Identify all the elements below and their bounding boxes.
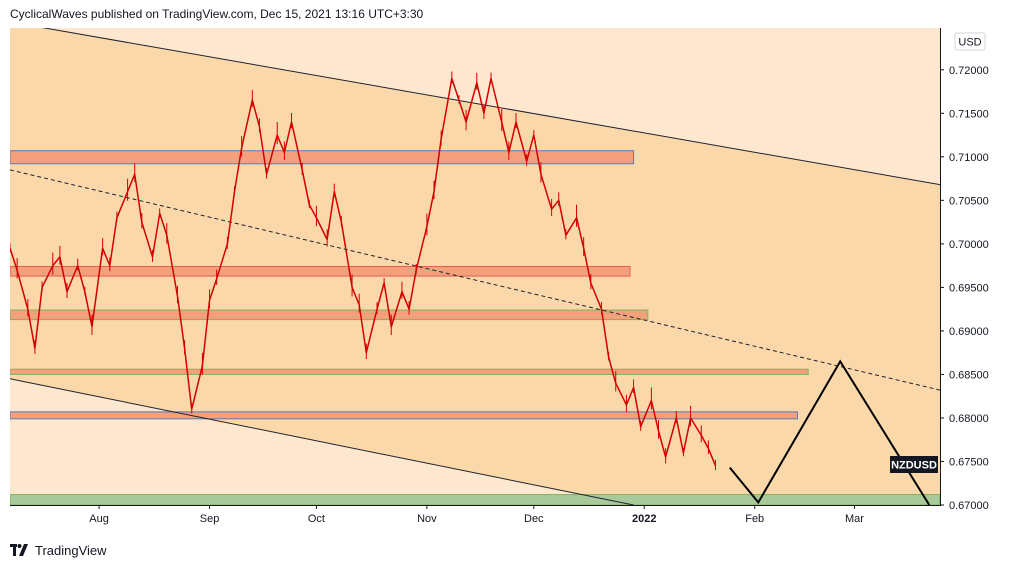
zone-5[interactable] [10,494,940,505]
zone-1[interactable] [10,266,631,277]
publish-header: CyclicalWaves published on TradingView.c… [10,7,424,21]
price-tick-label: 0.70500 [949,195,989,207]
price-tick-label: 0.71000 [949,152,989,164]
price-tick-label: 0.67000 [949,500,989,512]
time-tick-label: Feb [745,513,764,525]
plot-area[interactable] [10,22,940,505]
tradingview-logo-icon [10,544,30,556]
zone-0[interactable] [10,150,635,165]
zone-3[interactable] [10,368,809,375]
channel-bottom-line[interactable] [10,378,634,505]
time-tick-label: 2022 [632,513,656,525]
price-tick-label: 0.70000 [949,239,989,251]
price-tick-label: 0.69000 [949,326,989,338]
price-line [10,77,717,467]
currency-badge [954,32,986,51]
footer-brand[interactable]: TradingView [10,541,107,559]
time-tick-label: Nov [417,513,437,525]
price-tick-label: 0.68000 [949,413,989,425]
time-tick-label: Sep [200,513,220,525]
time-tick-label: Dec [524,513,544,525]
zone-4[interactable] [10,411,798,420]
channel-top-line[interactable] [10,22,940,186]
channel-middle-line[interactable] [10,169,940,391]
price-tick-label: 0.67500 [949,456,989,468]
time-tick-label: Oct [308,513,325,525]
channel-outer-top [10,28,940,185]
time-axis[interactable]: Aug Sep Oct Nov Dec 2022 Feb Mar [89,505,864,525]
price-axis[interactable]: USD 0.72000 0.71500 0.71000 0.70500 0.70000 0… [940,32,989,512]
price-tick-label: 0.69500 [949,282,989,294]
symbol-label: NZDUSD [891,460,937,472]
price-tick-label: 0.71500 [949,108,989,120]
footer-brand-label: TradingView [35,542,107,558]
projection-path[interactable] [729,359,931,505]
price-tick-label: 0.72000 [949,65,989,77]
zone-2[interactable] [10,309,649,321]
time-tick-label: Mar [845,513,864,525]
time-tick-label: Aug [89,513,109,525]
price-tick-label: 0.68500 [949,369,989,381]
currency-label: USD [958,37,981,49]
last-price-badge: NZDUSD [890,456,938,473]
